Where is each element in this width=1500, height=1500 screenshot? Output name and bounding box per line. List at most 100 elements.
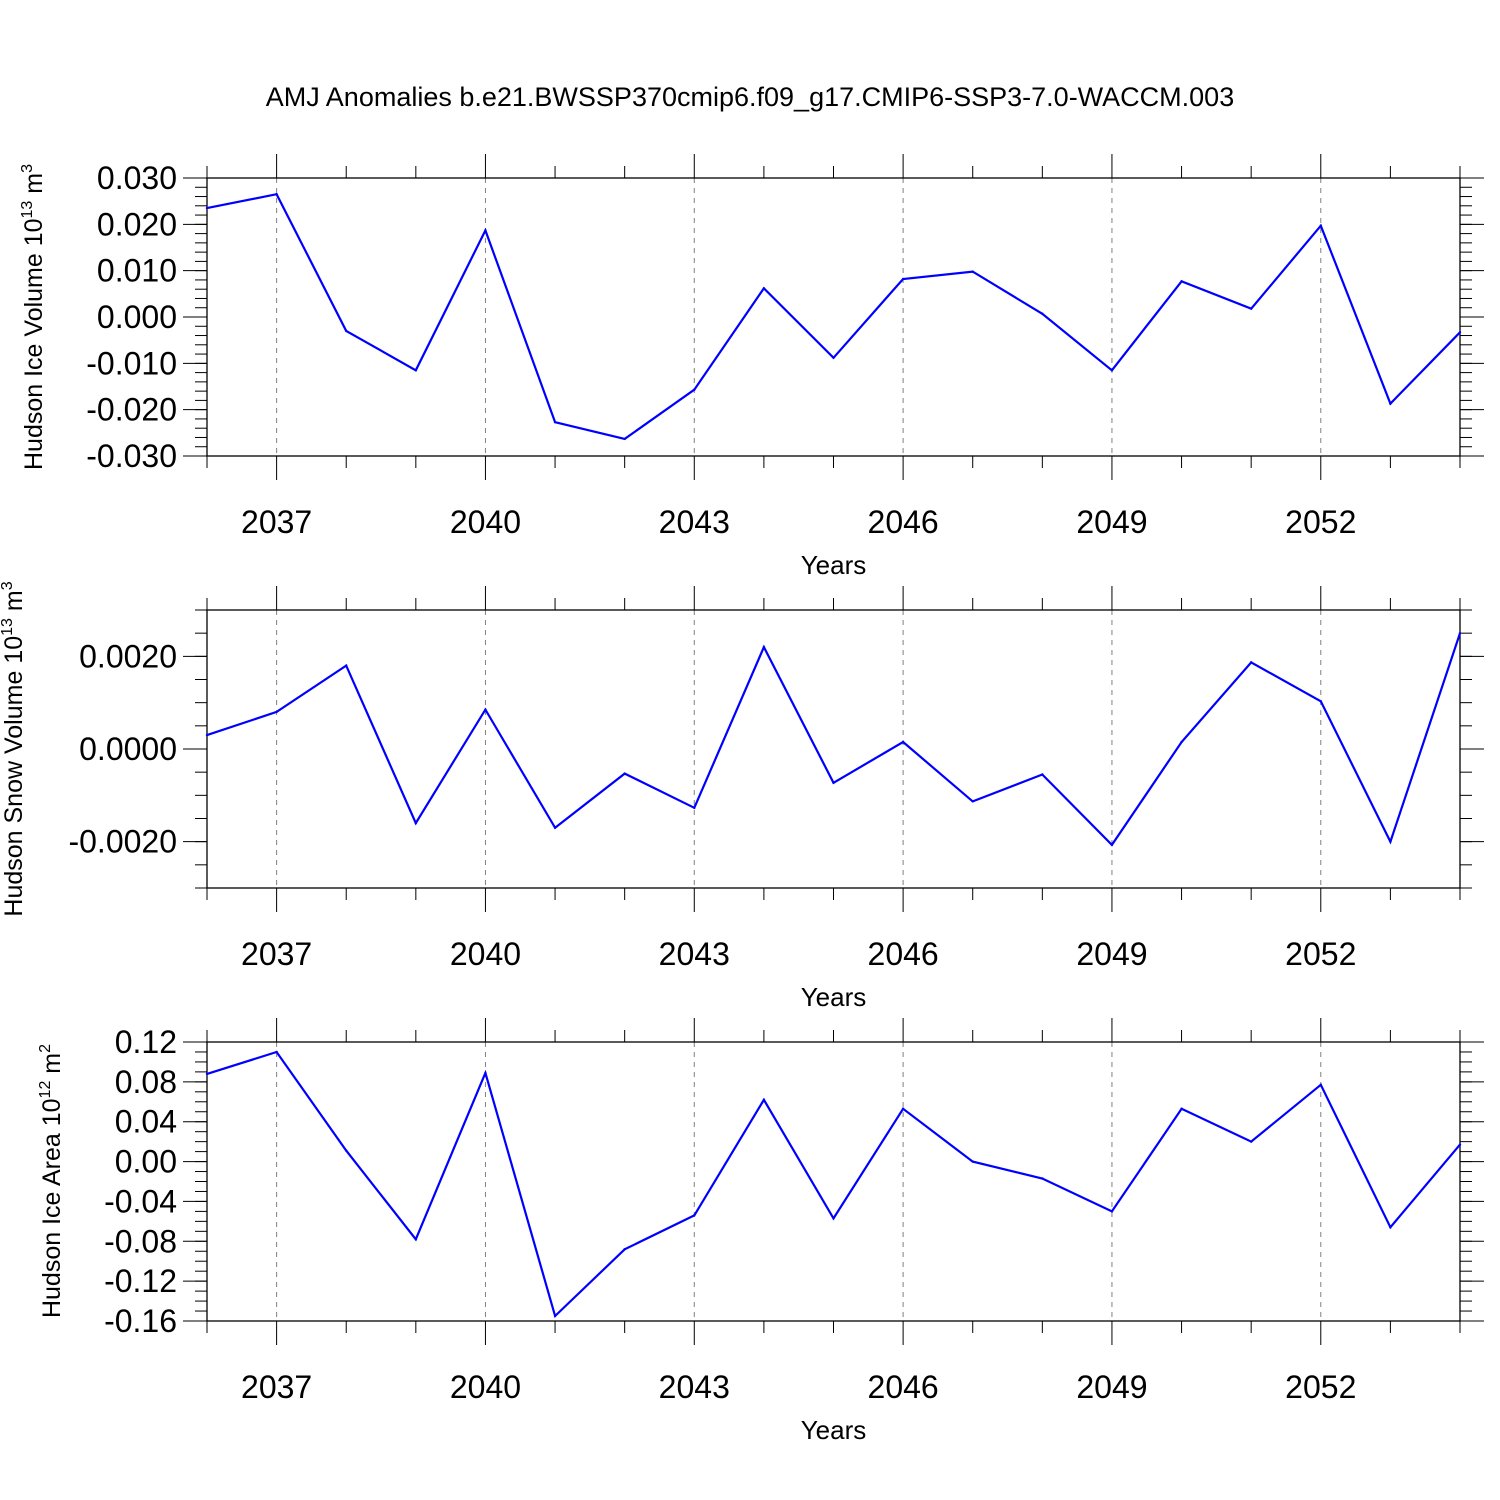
data-point bbox=[484, 1071, 487, 1075]
y-tick-label: 0.000 bbox=[97, 299, 177, 335]
x-tick-label: 2043 bbox=[659, 1369, 730, 1405]
data-point bbox=[414, 821, 418, 825]
data-point bbox=[1319, 224, 1322, 227]
data-point bbox=[623, 437, 626, 441]
x-axis-label: Years bbox=[801, 550, 867, 580]
y-tick-label: 0.010 bbox=[97, 253, 177, 289]
data-point bbox=[971, 1160, 974, 1163]
y-tick-label: 0.08 bbox=[115, 1064, 177, 1100]
data-point bbox=[275, 1050, 278, 1054]
data-point bbox=[275, 193, 278, 196]
data-point bbox=[1249, 1140, 1253, 1143]
data-point bbox=[345, 329, 348, 333]
data-point bbox=[901, 277, 905, 281]
figure-title: AMJ Anomalies b.e21.BWSSP370cmip6.f09_g1… bbox=[266, 82, 1234, 112]
data-point bbox=[205, 206, 209, 210]
plot-frame bbox=[206, 177, 1461, 457]
data-point bbox=[1180, 740, 1183, 744]
data-point bbox=[1458, 1143, 1462, 1146]
data-point bbox=[1249, 661, 1253, 664]
y-tick-label: 0.04 bbox=[115, 1104, 177, 1140]
x-tick-label: 2052 bbox=[1285, 936, 1356, 972]
y-axis-label: Hudson Snow Volume 1013 m3 bbox=[0, 581, 28, 916]
data-point bbox=[345, 664, 348, 667]
series-line-1 bbox=[206, 192, 1461, 441]
y-axis-label-text: Hudson Ice Area 10 bbox=[38, 1098, 66, 1318]
data-point bbox=[762, 645, 766, 649]
y-tick-label: -0.04 bbox=[104, 1183, 177, 1219]
data-point bbox=[693, 388, 696, 391]
series-line-1 bbox=[206, 1050, 1461, 1319]
data-point bbox=[1110, 369, 1114, 372]
chart-panel-3: 2037 2040 2043 2046 2049 2052 Years -0.16 -0.12 -… bbox=[37, 1018, 1484, 1445]
data-point bbox=[205, 1072, 209, 1076]
x-tick-label: 2052 bbox=[1285, 504, 1356, 540]
y-axis-label-text: Hudson Snow Volume 10 bbox=[0, 636, 28, 917]
x-axis-label: Years bbox=[801, 982, 867, 1012]
data-point bbox=[1180, 1107, 1183, 1110]
data-point bbox=[832, 356, 835, 359]
data-point bbox=[1249, 307, 1253, 310]
y-tick-label: -0.010 bbox=[86, 345, 177, 381]
y-tick-label: 0.12 bbox=[115, 1024, 177, 1060]
y-tick-label: 0.00 bbox=[115, 1144, 177, 1180]
series-line-1 bbox=[206, 632, 1462, 847]
data-point bbox=[901, 1107, 905, 1110]
y-axis-label: Hudson Ice Volume 1013 m3 bbox=[19, 164, 48, 470]
x-tick-label: 2040 bbox=[450, 936, 521, 972]
data-point bbox=[762, 1098, 766, 1101]
x-tick-label: 2049 bbox=[1076, 504, 1147, 540]
x-tick-label: 2049 bbox=[1076, 936, 1147, 972]
data-point bbox=[693, 806, 696, 810]
data-point bbox=[414, 369, 418, 372]
data-point bbox=[1180, 280, 1183, 283]
data-point bbox=[484, 708, 487, 711]
x-tick-label: 2046 bbox=[868, 504, 939, 540]
data-point bbox=[1041, 312, 1044, 315]
y-axis-label-unit-exponent: 3 bbox=[0, 581, 16, 590]
y-axis-label: Hudson Ice Area 1012 m2 bbox=[37, 1044, 66, 1318]
y-axis-label-text: Hudson Ice Volume 10 bbox=[20, 218, 48, 470]
x-tick-label: 2040 bbox=[450, 504, 521, 540]
y-axis-label-unit: m bbox=[38, 1053, 66, 1081]
data-point bbox=[693, 1214, 696, 1217]
y-axis-label-exponent: 12 bbox=[37, 1081, 54, 1099]
data-point bbox=[762, 287, 766, 290]
data-point bbox=[1458, 631, 1462, 635]
data-point bbox=[553, 826, 557, 829]
y-axis-label-unit: m bbox=[0, 590, 28, 618]
data-point bbox=[1041, 1177, 1044, 1180]
x-tick-label: 2046 bbox=[868, 1369, 939, 1405]
plot-frame bbox=[206, 1041, 1461, 1322]
data-point bbox=[832, 1217, 835, 1220]
x-tick-label: 2037 bbox=[241, 504, 312, 540]
x-tick-label: 2046 bbox=[868, 936, 939, 972]
data-point bbox=[832, 781, 835, 785]
y-tick-label: -0.16 bbox=[104, 1303, 177, 1339]
y-tick-label: -0.020 bbox=[86, 392, 177, 428]
data-point bbox=[275, 710, 278, 714]
data-point bbox=[1319, 1083, 1322, 1087]
data-point bbox=[1041, 773, 1044, 776]
y-axis-label-unit-exponent: 2 bbox=[37, 1044, 54, 1053]
data-point bbox=[1389, 840, 1392, 843]
x-tick-label: 2037 bbox=[241, 936, 312, 972]
data-point bbox=[345, 1149, 348, 1152]
y-axis-label-exponent: 13 bbox=[0, 618, 16, 636]
x-tick-label: 2049 bbox=[1076, 1369, 1147, 1405]
x-tick-label: 2043 bbox=[659, 504, 730, 540]
data-point bbox=[971, 270, 974, 273]
x-axis-label: Years bbox=[801, 1415, 867, 1445]
data-point bbox=[205, 733, 209, 737]
x-tick-label: 2040 bbox=[450, 1369, 521, 1405]
y-tick-label: -0.08 bbox=[104, 1223, 177, 1259]
data-point bbox=[1110, 843, 1114, 847]
y-tick-label: -0.030 bbox=[86, 438, 177, 474]
data-point bbox=[1319, 700, 1322, 703]
data-point bbox=[553, 1314, 557, 1318]
y-tick-label: -0.12 bbox=[104, 1263, 177, 1299]
data-point bbox=[623, 1248, 626, 1251]
y-tick-label: 0.030 bbox=[97, 160, 177, 196]
y-axis-label-exponent: 13 bbox=[19, 201, 36, 219]
plot-frame bbox=[206, 609, 1461, 889]
